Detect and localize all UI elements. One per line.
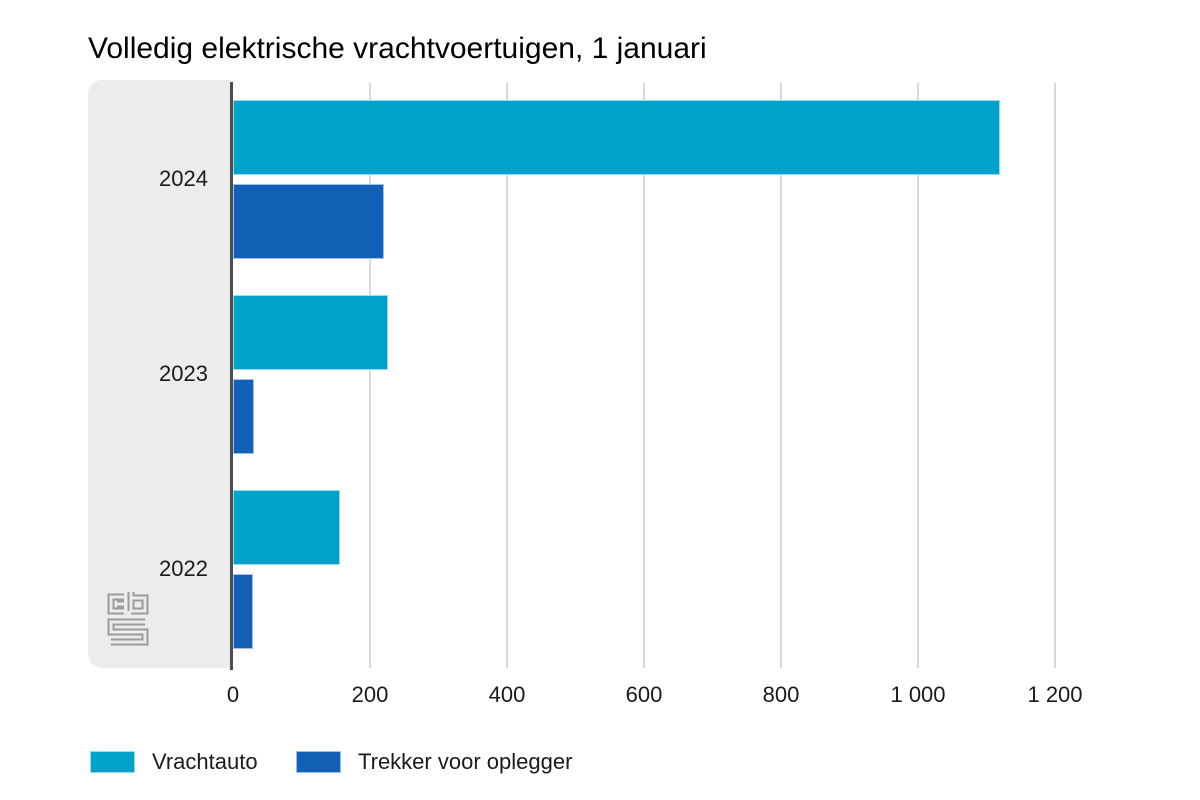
cbs-logo <box>107 592 149 646</box>
legend-swatch-vrachtauto <box>90 751 135 773</box>
bar-2022-trekker-voor-oplegger[interactable] <box>233 574 253 649</box>
category-labels: 2024 2023 2022 <box>88 83 208 668</box>
legend-swatch-trekker <box>296 751 341 773</box>
bar-2023-vrachtauto[interactable] <box>233 295 388 370</box>
category-band <box>88 80 233 668</box>
legend-item-trekker[interactable]: Trekker voor oplegger <box>296 749 572 775</box>
bar-2023-trekker-voor-oplegger[interactable] <box>233 379 254 454</box>
x-tick-label: 0 <box>226 682 240 707</box>
category-label-2024: 2024 <box>159 166 208 191</box>
bar-2022-vrachtauto[interactable] <box>233 490 340 565</box>
category-label-2023: 2023 <box>159 361 208 386</box>
category-label-2022: 2022 <box>159 556 208 581</box>
legend-item-vrachtauto[interactable]: Vrachtauto <box>90 749 258 775</box>
x-tick-label: 200 <box>351 682 389 707</box>
bar-2024-trekker-voor-oplegger[interactable] <box>233 184 384 259</box>
legend-label-vrachtauto: Vrachtauto <box>152 749 258 774</box>
y-axis-line <box>230 82 233 670</box>
gridline <box>1054 83 1056 668</box>
chart-title: Volledig elektrische vrachtvoertuigen, 1… <box>88 32 707 66</box>
gridline <box>369 83 371 668</box>
x-tick-label: 1 000 <box>890 682 946 707</box>
x-tick-label: 1 200 <box>1027 682 1083 707</box>
legend: Vrachtauto Trekker voor oplegger <box>0 749 1200 779</box>
x-tick-label: 400 <box>488 682 526 707</box>
legend-label-trekker: Trekker voor oplegger <box>358 749 573 774</box>
x-tick-label: 600 <box>625 682 663 707</box>
gridline <box>917 83 919 668</box>
gridline <box>506 83 508 668</box>
x-axis-labels: 0 200 400 600 800 1 000 1 200 <box>227 682 1101 712</box>
bar-2024-vrachtauto[interactable] <box>233 100 1000 175</box>
gridline <box>780 83 782 668</box>
gridline <box>643 83 645 668</box>
plot-area <box>230 82 1101 670</box>
x-tick-label: 800 <box>762 682 800 707</box>
